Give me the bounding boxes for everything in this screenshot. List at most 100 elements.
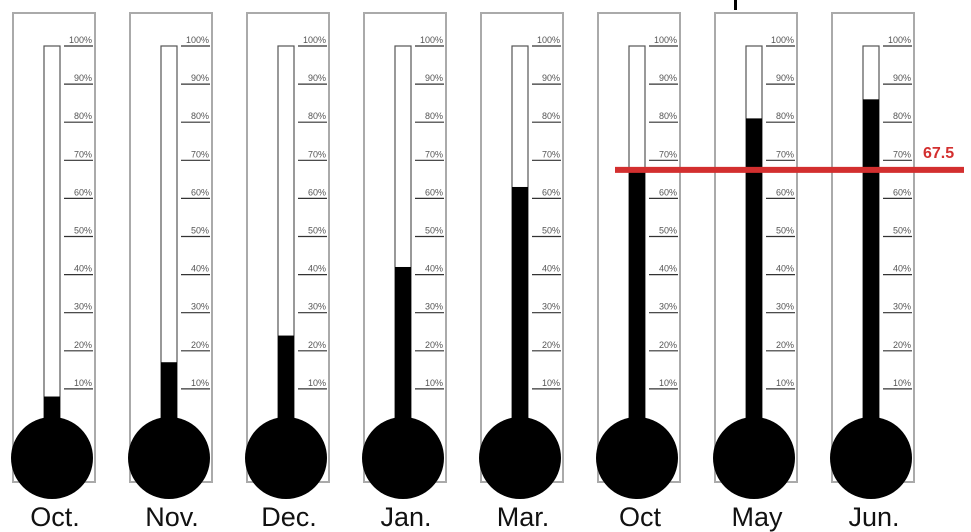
category-label: Oct <box>619 502 662 532</box>
tick-label: 30% <box>74 302 92 312</box>
category-label: Oct. <box>30 502 80 532</box>
tick-label: 20% <box>776 340 794 350</box>
tick-label: 10% <box>74 378 92 388</box>
tick-label: 80% <box>659 111 677 121</box>
tick-label: 50% <box>542 226 560 236</box>
tick-label: 90% <box>776 73 794 83</box>
thermometer-3: 10% 20% 30% 40% 50% 60% 70% 80% 90% 100% Dec. <box>245 12 330 532</box>
tick-label: 100% <box>69 35 92 45</box>
tick-label: 40% <box>74 264 92 274</box>
category-label: Dec. <box>261 502 317 532</box>
tick-label: 20% <box>893 340 911 350</box>
tick-label: 20% <box>659 340 677 350</box>
tick-label: 30% <box>542 302 560 312</box>
tick-label: 60% <box>542 187 560 197</box>
tick-label: 60% <box>893 187 911 197</box>
tick-label: 80% <box>308 111 326 121</box>
tick-label: 40% <box>542 264 560 274</box>
tick-label: 70% <box>542 149 560 159</box>
tick-label: 90% <box>893 73 911 83</box>
tick-label: 20% <box>308 340 326 350</box>
thermometer-bulb <box>128 417 210 499</box>
tick-label: 90% <box>542 73 560 83</box>
tick-label: 10% <box>776 378 794 388</box>
tick-label: 60% <box>191 187 209 197</box>
tick-label: 70% <box>776 149 794 159</box>
tick-label: 30% <box>425 302 443 312</box>
tick-label: 40% <box>425 264 443 274</box>
thermometer-bulb <box>479 417 561 499</box>
tick-label: 20% <box>542 340 560 350</box>
tick-label: 70% <box>659 149 677 159</box>
category-label: Jan. <box>380 502 431 532</box>
thermometer-2: 10% 20% 30% 40% 50% 60% 70% 80% 90% 100% Nov. <box>128 12 213 532</box>
tick-label: 30% <box>308 302 326 312</box>
tick-label: 40% <box>191 264 209 274</box>
thermometer-7: 10% 20% 30% 40% 50% 60% 70% 80% 90% 100% May <box>713 12 798 532</box>
tick-label: 10% <box>308 378 326 388</box>
tick-label: 30% <box>776 302 794 312</box>
tick-label: 20% <box>191 340 209 350</box>
tick-label: 70% <box>308 149 326 159</box>
tick-label: 40% <box>893 264 911 274</box>
category-label: May <box>731 502 783 532</box>
thermometer-5: 10% 20% 30% 40% 50% 60% 70% 80% 90% 100% Mar. <box>479 12 564 532</box>
tick-label: 100% <box>654 35 677 45</box>
tick-label: 40% <box>776 264 794 274</box>
thermometer-8: 10% 20% 30% 40% 50% 60% 70% 80% 90% 100% Jun. <box>830 12 915 532</box>
tick-label: 80% <box>191 111 209 121</box>
tick-label: 10% <box>893 378 911 388</box>
thermometer-bulb <box>362 417 444 499</box>
value-bar <box>512 186 528 430</box>
tick-label: 60% <box>308 187 326 197</box>
category-label: Mar. <box>497 502 550 532</box>
tick-label: 70% <box>425 149 443 159</box>
tick-label: 60% <box>74 187 92 197</box>
tick-label: 40% <box>308 264 326 274</box>
tick-label: 80% <box>425 111 443 121</box>
tick-label: 90% <box>74 73 92 83</box>
tick-label: 10% <box>425 378 443 388</box>
tick-label: 90% <box>659 73 677 83</box>
tick-label: 70% <box>191 149 209 159</box>
tick-label: 60% <box>776 187 794 197</box>
category-label: Nov. <box>145 502 199 532</box>
tick-label: 10% <box>191 378 209 388</box>
top-mark <box>734 0 737 10</box>
thermometer-bulb <box>713 417 795 499</box>
tick-label: 90% <box>425 73 443 83</box>
thermometer-1: 10% 20% 30% 40% 50% 60% 70% 80% 90% 100% Oct. <box>11 12 96 532</box>
tick-label: 80% <box>893 111 911 121</box>
tick-label: 100% <box>771 35 794 45</box>
value-bar <box>161 362 177 430</box>
tick-label: 50% <box>776 226 794 236</box>
tick-label: 30% <box>659 302 677 312</box>
thermometer-bulb <box>11 417 93 499</box>
reference-line-label: 67.5 <box>923 145 954 162</box>
tick-label: 50% <box>308 226 326 236</box>
tick-label: 100% <box>537 35 560 45</box>
value-bar <box>395 266 411 430</box>
tick-label: 100% <box>420 35 443 45</box>
tick-label: 10% <box>542 378 560 388</box>
tick-label: 50% <box>659 226 677 236</box>
tick-label: 50% <box>893 226 911 236</box>
tick-label: 20% <box>74 340 92 350</box>
tick-label: 100% <box>186 35 209 45</box>
thermometer-6: 10% 20% 30% 40% 50% 60% 70% 80% 90% 100% Oct <box>596 12 681 532</box>
tick-label: 80% <box>74 111 92 121</box>
value-bar <box>278 335 294 430</box>
category-label: Jun. <box>848 502 899 532</box>
tick-label: 90% <box>308 73 326 83</box>
thermometer-bulb <box>830 417 912 499</box>
thermometer-bulb <box>596 417 678 499</box>
thermometer-bulb <box>245 417 327 499</box>
tick-label: 50% <box>191 226 209 236</box>
tick-label: 60% <box>659 187 677 197</box>
tick-label: 80% <box>542 111 560 121</box>
tick-label: 70% <box>893 149 911 159</box>
value-bar <box>629 171 645 431</box>
tick-label: 60% <box>425 187 443 197</box>
value-bar <box>863 99 879 430</box>
